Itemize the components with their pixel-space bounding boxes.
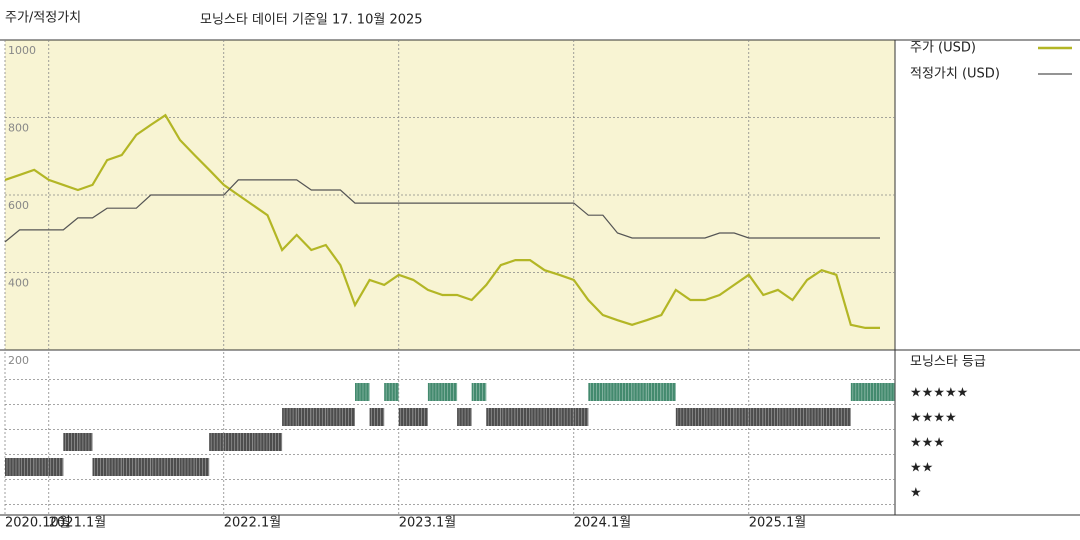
rating-label: ★ (910, 486, 922, 501)
legend-label: 주가 (USD) (910, 41, 976, 56)
y-tick-label: 800 (8, 122, 29, 135)
chart-title: 주가/적정가치 (5, 11, 81, 26)
x-tick-label: 2025.1월 (749, 516, 806, 531)
rating-label: ★★★★★ (910, 386, 968, 401)
frame (0, 39, 1080, 516)
y-tick-label: 200 (8, 354, 29, 367)
rating-label: ★★★★ (910, 411, 957, 426)
x-tick-label: 2021.1월 (49, 516, 106, 531)
x-tick-label: 2020.10월 (5, 516, 71, 531)
rating-label: ★★ (910, 461, 933, 476)
series-line (4, 179, 880, 243)
y-tick-label: 1000 (8, 44, 36, 57)
chart-subtitle: 모닝스타 데이터 기준일 17. 10월 2025 (200, 13, 423, 28)
rating-title: 모닝스타 등급 (910, 355, 986, 370)
y-tick-label: 400 (8, 277, 29, 290)
y-tick-label: 600 (8, 199, 29, 212)
x-tick-label: 2022.1월 (224, 516, 281, 531)
series-line (4, 113, 880, 329)
rating-label: ★★★ (910, 436, 945, 451)
x-tick-label: 2023.1월 (399, 516, 456, 531)
x-tick-label: 2024.1월 (574, 516, 631, 531)
legend-label: 적정가치 (USD) (910, 67, 1000, 82)
